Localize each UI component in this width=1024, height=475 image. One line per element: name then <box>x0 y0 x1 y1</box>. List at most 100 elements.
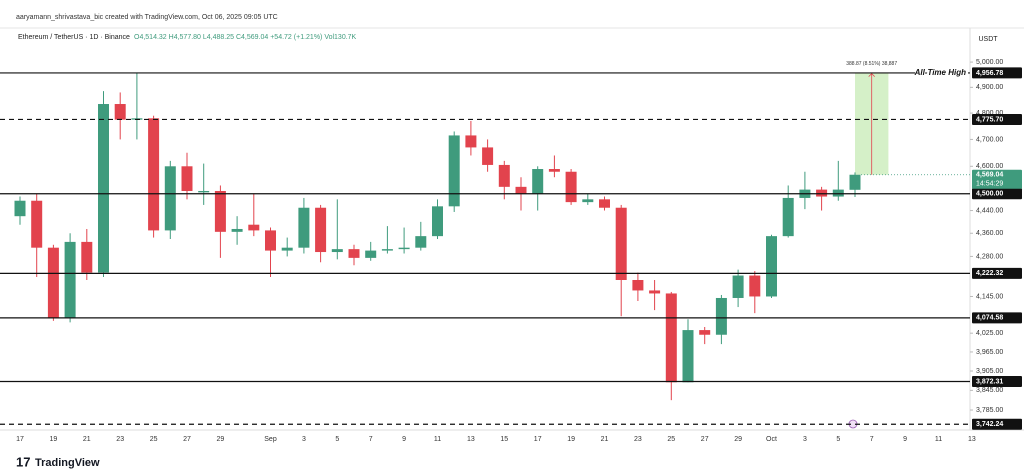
candle-body <box>782 197 794 237</box>
level-label-text: 3,872.31 <box>976 378 1003 385</box>
candle-body <box>248 224 260 231</box>
candle-body <box>432 206 443 237</box>
x-tick-label: 3 <box>803 436 807 443</box>
y-tick-label: 3,845.00 <box>976 387 1003 394</box>
x-tick-label: Sep <box>264 436 277 443</box>
y-tick-label: 5,000.00 <box>976 59 1003 66</box>
level-label: 4,222.32 <box>972 267 1022 279</box>
y-tick-label: 4,440.00 <box>976 207 1003 214</box>
x-tick-label: 21 <box>83 436 91 443</box>
candle-body <box>14 200 26 217</box>
level-label-box <box>972 418 1022 430</box>
x-tick-label: 15 <box>500 436 508 443</box>
x-tick-label: 13 <box>467 436 475 443</box>
brand: TradingView <box>35 457 100 469</box>
candle-body <box>214 190 226 232</box>
x-tick-label: 21 <box>601 436 609 443</box>
credit: aaryamann_shrivastava_bic created with T… <box>16 14 278 21</box>
candle-body <box>331 249 343 253</box>
candle-body <box>114 104 126 120</box>
candle-body <box>732 275 744 298</box>
x-tick-label: 19 <box>50 436 58 443</box>
candle-body <box>315 207 327 253</box>
x-tick-label: 29 <box>217 436 225 443</box>
x-tick-label: 9 <box>903 436 907 443</box>
y-tick-label: 4,900.00 <box>976 84 1003 91</box>
x-tick-label: 23 <box>634 436 642 443</box>
candle-body <box>47 247 59 318</box>
ohlc: O4,514.32 H4,577.80 L4,488.25 C4,569.04 … <box>134 34 357 41</box>
candle-body <box>31 200 43 248</box>
level-label-box <box>972 113 1022 125</box>
candle-body <box>582 199 594 203</box>
symbol: Ethereum / TetherUS · 1D · Binance <box>18 34 130 41</box>
y-tick-label: 4,700.00 <box>976 136 1003 143</box>
level-label: 4,775.70 <box>972 113 1022 125</box>
candle-body <box>532 169 544 194</box>
x-tick-label: 9 <box>402 436 406 443</box>
last-price-label: 4,569.04 <box>976 172 1003 179</box>
candle-body <box>548 169 560 172</box>
candle-body <box>632 279 644 291</box>
candle-body <box>198 190 210 193</box>
level-label-text: 4,775.70 <box>976 116 1003 123</box>
candle-body <box>415 236 427 248</box>
candle-body <box>849 174 861 190</box>
x-tick-label: 13 <box>968 436 976 443</box>
candle-body <box>448 135 460 207</box>
candle-body <box>98 104 109 273</box>
candle-body <box>682 330 694 383</box>
candle-body <box>699 330 711 335</box>
candle-body <box>64 241 76 318</box>
x-tick-label: 5 <box>335 436 339 443</box>
logo-mark: 17 <box>16 454 30 469</box>
measure-label: 388.87 (8.51%) 38,887 <box>846 61 897 67</box>
x-tick-label: 27 <box>183 436 191 443</box>
candle-body <box>181 166 193 191</box>
x-tick-label: 19 <box>567 436 575 443</box>
candle-body <box>715 297 727 335</box>
x-tick-label: 7 <box>369 436 373 443</box>
candle-body <box>515 186 527 194</box>
y-tick-label: 4,025.00 <box>976 330 1003 337</box>
x-tick-label: 27 <box>701 436 709 443</box>
candle-body <box>381 249 393 251</box>
y-tick-label: 4,360.00 <box>976 230 1003 237</box>
x-tick-label: 29 <box>734 436 742 443</box>
level-label-text: 4,074.58 <box>976 315 1003 322</box>
x-tick-label: 11 <box>935 436 942 443</box>
ath-label-bg <box>915 66 968 79</box>
level-label-box <box>972 267 1022 279</box>
y-tick-label: 3,965.00 <box>976 349 1003 356</box>
candle-body <box>164 166 176 231</box>
candle-body <box>832 189 844 197</box>
level-label-text: 4,222.32 <box>976 270 1003 277</box>
level-label-box <box>972 312 1022 324</box>
y-tick-label: 4,280.00 <box>976 253 1003 260</box>
level-label: 3,872.31 <box>972 376 1022 388</box>
candle-body <box>265 230 276 251</box>
candle-body <box>766 236 777 297</box>
candle-body <box>816 189 828 197</box>
y-tick-label: 4,145.00 <box>976 293 1003 300</box>
candle-body <box>281 247 293 251</box>
y-tick-label: 3,785.00 <box>976 407 1003 414</box>
candle-body <box>81 241 93 273</box>
candle-body <box>231 228 243 232</box>
countdown: 14:54:29 <box>976 181 1003 188</box>
x-tick-label: 25 <box>150 436 158 443</box>
x-tick-label: 25 <box>667 436 675 443</box>
candle-body <box>749 275 761 297</box>
level-label-box <box>972 67 1022 79</box>
level-label: 4,074.58 <box>972 312 1022 324</box>
x-tick-label: 5 <box>836 436 840 443</box>
x-tick-label: Oct <box>766 436 777 443</box>
x-tick-label: 7 <box>870 436 874 443</box>
measure-arrowhead <box>868 73 875 77</box>
candle-body <box>348 249 360 258</box>
level-label-text: 3,742.24 <box>976 421 1003 428</box>
candle-body <box>482 147 494 165</box>
level-label-text: 4,500.00 <box>976 191 1003 198</box>
x-tick-label: 11 <box>434 436 441 443</box>
